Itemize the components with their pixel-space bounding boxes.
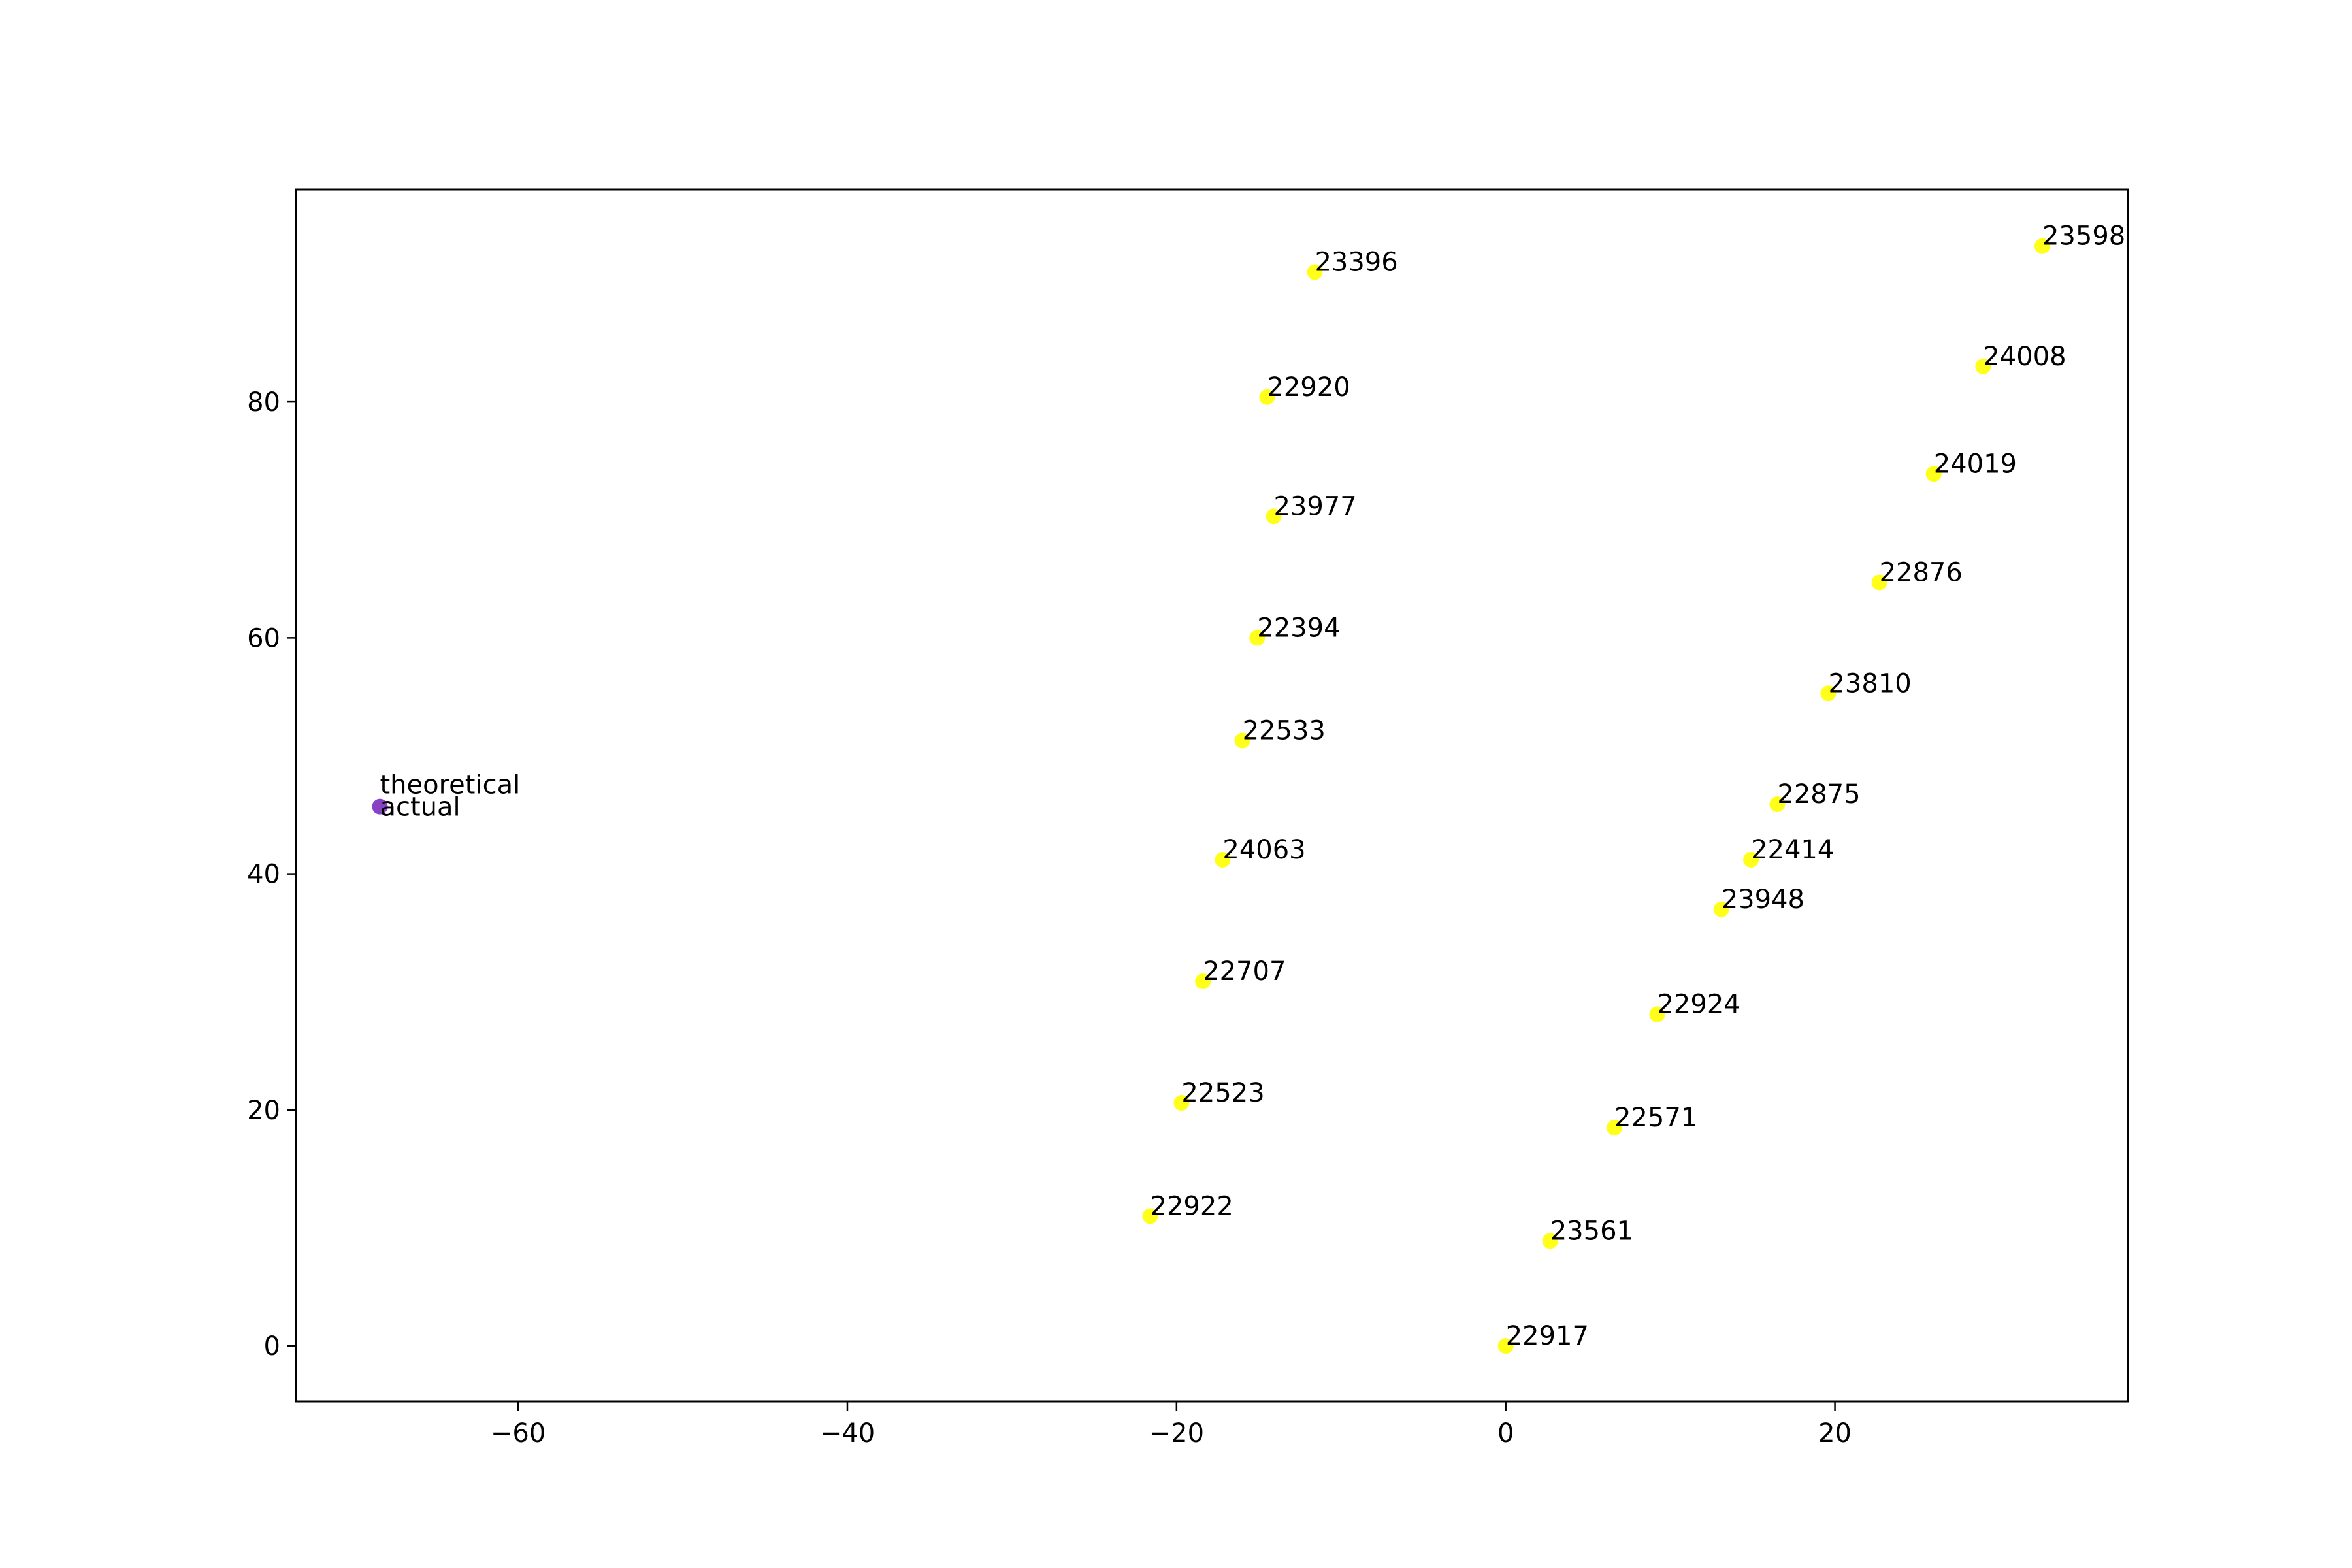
x-tick-label: −20 (1149, 1418, 1204, 1448)
x-tick-label: 0 (1497, 1418, 1514, 1448)
point-label: 23598 (2042, 221, 2125, 252)
data-point (1234, 732, 1250, 749)
point-label: 24063 (1222, 835, 1305, 865)
data-point (1497, 1338, 1514, 1354)
plot-area-frame (295, 188, 2129, 1403)
data-point (1925, 466, 1942, 482)
data-point (2034, 238, 2050, 254)
y-tick-label: 40 (247, 860, 280, 890)
data-point (1820, 685, 1837, 702)
point-label: 24008 (1983, 342, 2066, 372)
point-label: 22394 (1257, 613, 1340, 643)
data-point (1215, 851, 1231, 868)
y-axis: 0 20 40 60 80 (247, 387, 296, 1362)
point-label: 23948 (1722, 885, 1805, 915)
data-point (1266, 508, 1282, 525)
data-point (1649, 1006, 1665, 1022)
point-label: theoretical (380, 770, 520, 800)
point-label: 22876 (1880, 557, 1963, 587)
point-label: 23561 (1550, 1216, 1633, 1246)
data-point (1871, 574, 1887, 591)
data-point (1542, 1233, 1558, 1249)
point-label: 22924 (1657, 990, 1740, 1020)
y-tick-label: 80 (247, 387, 280, 417)
point-label: 22875 (1777, 779, 1860, 809)
y-tick-label: 20 (247, 1096, 280, 1126)
data-point (1606, 1119, 1622, 1135)
x-axis: −60 −40 −20 0 20 (491, 1401, 1852, 1448)
point-label: 22920 (1267, 372, 1350, 402)
data-point (1142, 1208, 1158, 1224)
point-label: 22533 (1243, 716, 1326, 746)
data-point (1307, 264, 1323, 280)
point-label: 22922 (1151, 1191, 1233, 1221)
data-point (1769, 796, 1786, 813)
data-point (372, 798, 388, 815)
point-label: 22917 (1506, 1321, 1589, 1351)
point-label: 22523 (1181, 1078, 1264, 1108)
data-point (1713, 901, 1729, 917)
data-point (1249, 630, 1266, 646)
point-label: 23977 (1273, 491, 1356, 521)
data-point (1743, 851, 1759, 868)
point-label: 22414 (1751, 835, 1834, 865)
x-tick-label: −40 (820, 1418, 875, 1448)
x-tick-label: 20 (1818, 1418, 1852, 1448)
data-points (372, 238, 2050, 1354)
point-label: 22707 (1203, 956, 1286, 987)
y-tick-label: 60 (247, 623, 280, 653)
point-labels: 23396 22920 23977 22394 22533 24063 22707 22523… (380, 221, 2125, 1351)
y-tick-label: 0 (264, 1331, 280, 1362)
data-point (1975, 358, 1991, 374)
point-label: 23396 (1315, 247, 1397, 277)
data-point (1195, 973, 1211, 989)
data-point (1259, 389, 1275, 405)
point-label: actual (380, 792, 460, 823)
point-label: 23810 (1828, 668, 1911, 698)
point-label: 22571 (1614, 1103, 1697, 1133)
data-point (1173, 1095, 1190, 1111)
x-tick-label: −60 (491, 1418, 546, 1448)
point-label: 24019 (1934, 449, 2017, 479)
